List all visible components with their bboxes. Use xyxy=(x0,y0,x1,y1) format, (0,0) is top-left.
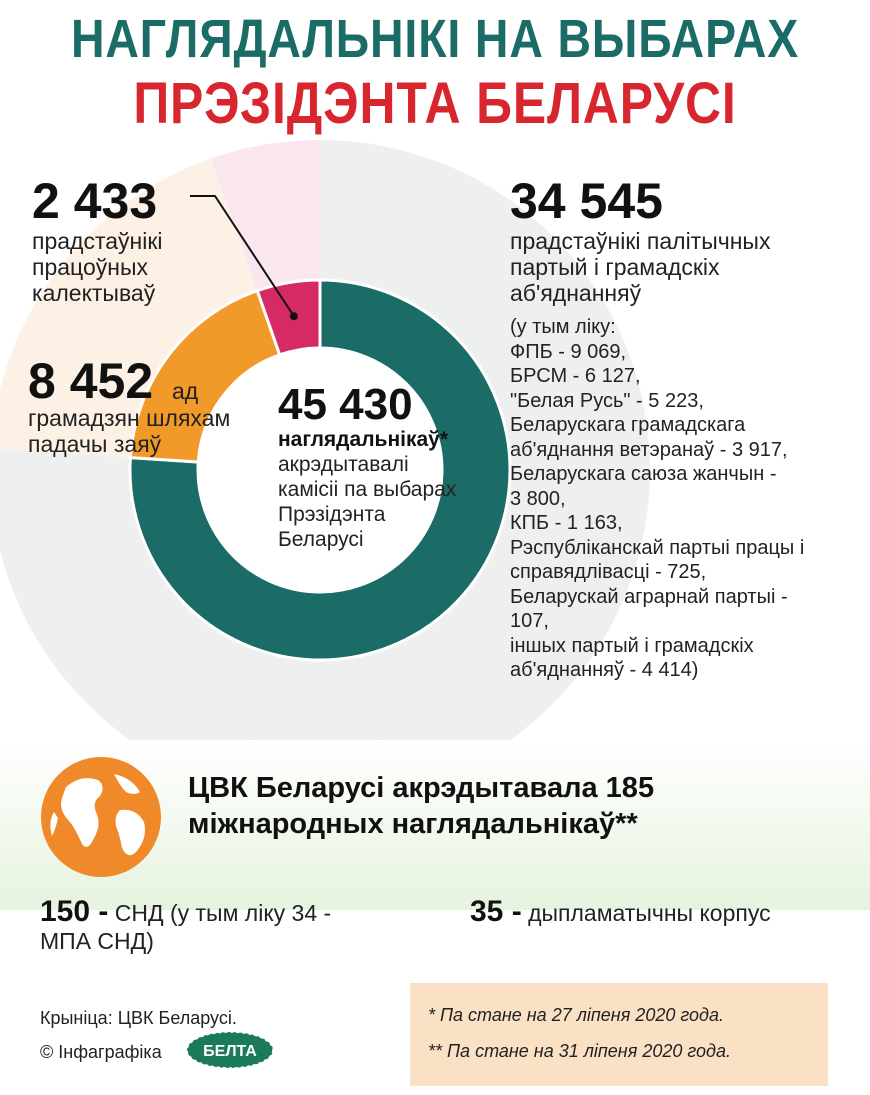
international-headline: ЦВК Беларусі акрэдытавала 185 міжнародны… xyxy=(188,772,655,840)
desc-parties: прадстаўнікі палітычных партый і грамадс… xyxy=(510,228,771,306)
desc-collectives: прадстаўнікі працоўных калектываў xyxy=(32,228,163,306)
donut-slices xyxy=(128,278,512,662)
value-label-parties: 34 545 xyxy=(510,173,663,229)
logo-text: БЕЛТА xyxy=(203,1043,257,1060)
footnote-1: * Па стане на 27 ліпеня 2020 года. xyxy=(428,1005,724,1025)
value-label-citizens: 8 452 xyxy=(28,353,154,409)
diplomatic-observers: 35 - дыпламатычны корпус xyxy=(470,895,771,928)
globe-icon xyxy=(41,757,161,877)
footnotes-box: * Па стане на 27 ліпеня 2020 года. ** Па… xyxy=(410,983,828,1086)
background-ring xyxy=(0,140,650,800)
background-ring-slice xyxy=(0,158,258,458)
source-text: Крыніца: ЦВК Беларусі. xyxy=(40,1008,237,1028)
background-ring-slice xyxy=(211,140,320,291)
cis-number: 150 - xyxy=(40,895,109,928)
title-line-2: ПРЭЗІДЭНТА БЕЛАРУСІ xyxy=(133,71,737,136)
desc-citizens: грамадзян шляхам падачы заяў xyxy=(28,405,231,457)
value-suffix-citizens: ад xyxy=(172,378,199,404)
dip-number: 35 - xyxy=(470,895,522,928)
title-line-1: НАГЛЯДАЛЬНІКІ НА ВЫБАРАХ xyxy=(70,9,800,69)
total-number: 45 430 xyxy=(278,380,413,429)
footnote-2: ** Па стане на 31 ліпеня 2020 года. xyxy=(428,1041,732,1061)
background-ring-slice xyxy=(0,140,650,800)
belta-logo: БЕЛТА xyxy=(186,1031,274,1069)
cis-text: СНД (у тым ліку 34 - МПА СНД) xyxy=(40,900,332,954)
donut-center xyxy=(200,350,440,590)
total-description: акрэдытавалі камісіі па выбарах Прэзідэн… xyxy=(278,453,457,551)
value-label-collectives: 2 433 xyxy=(32,173,158,229)
dip-text: дыпламатычны корпус xyxy=(521,900,771,926)
donut-slice xyxy=(255,278,322,357)
cis-observers: 150 - СНД (у тым ліку 34 - МПА СНД) xyxy=(40,895,370,955)
donut-slice xyxy=(128,278,512,662)
infographic-credit: © Інфаграфіка xyxy=(40,1042,162,1062)
parties-breakdown: (у тым ліку: ФПБ - 9 069, БРСМ - 6 127, … xyxy=(510,316,805,681)
leader-polyline xyxy=(190,195,295,317)
total-label: наглядальнікаў* xyxy=(278,428,448,451)
